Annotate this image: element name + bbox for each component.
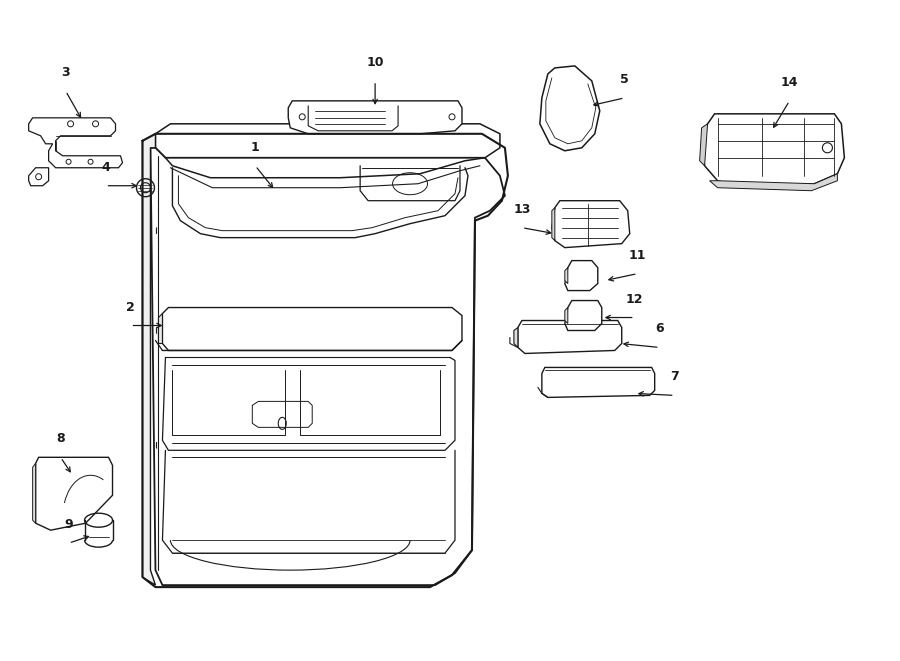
Polygon shape xyxy=(29,168,49,186)
Polygon shape xyxy=(142,134,156,585)
Text: 4: 4 xyxy=(101,161,110,174)
Polygon shape xyxy=(565,268,568,284)
Text: 14: 14 xyxy=(780,76,798,89)
Polygon shape xyxy=(36,457,112,530)
Polygon shape xyxy=(162,307,462,350)
Text: 5: 5 xyxy=(620,73,629,86)
Polygon shape xyxy=(565,307,568,323)
Text: 9: 9 xyxy=(64,518,73,531)
Text: 3: 3 xyxy=(61,66,70,79)
Text: 2: 2 xyxy=(126,301,135,313)
Polygon shape xyxy=(702,114,844,188)
Polygon shape xyxy=(565,260,598,291)
Polygon shape xyxy=(565,301,602,330)
Polygon shape xyxy=(514,327,518,348)
Text: 7: 7 xyxy=(670,370,679,383)
Polygon shape xyxy=(29,118,122,168)
Polygon shape xyxy=(540,66,599,151)
Polygon shape xyxy=(709,174,837,191)
Polygon shape xyxy=(699,124,707,166)
Text: 11: 11 xyxy=(629,249,646,262)
Polygon shape xyxy=(518,321,622,354)
Text: 1: 1 xyxy=(251,141,260,154)
Polygon shape xyxy=(552,201,630,248)
Text: 13: 13 xyxy=(513,203,531,215)
Text: 6: 6 xyxy=(655,323,664,336)
Text: 12: 12 xyxy=(626,293,644,305)
Text: 10: 10 xyxy=(366,56,384,69)
Polygon shape xyxy=(542,368,654,397)
Polygon shape xyxy=(288,101,462,134)
Polygon shape xyxy=(552,208,554,241)
Polygon shape xyxy=(158,313,162,344)
Polygon shape xyxy=(150,148,505,585)
Text: 8: 8 xyxy=(57,432,65,446)
Polygon shape xyxy=(32,463,36,524)
Polygon shape xyxy=(156,124,500,158)
